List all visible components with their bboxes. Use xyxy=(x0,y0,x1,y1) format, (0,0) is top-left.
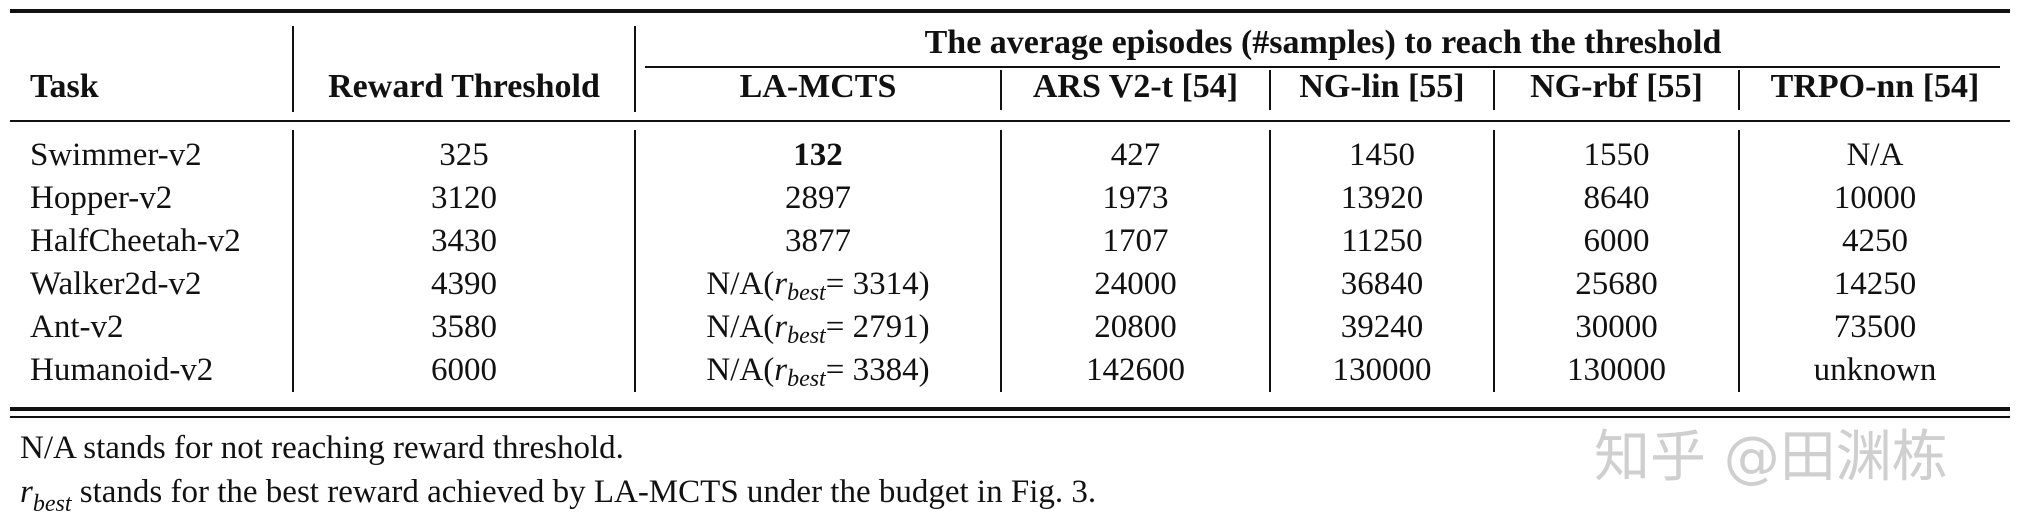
table-row: Hopper-v2 3120 2897 1973 13920 8640 1000… xyxy=(0,177,2020,220)
footnote-na: N/A stands for not reaching reward thres… xyxy=(20,430,624,466)
group-header: The average episodes (#samples) to reach… xyxy=(924,24,1722,61)
table-row: Walker2d-v2 4390 N/A(r best = 3314) 24000… xyxy=(0,263,2020,306)
table-row: Humanoid-v2 6000 N/A(r best = 3384) 14260… xyxy=(0,349,2020,392)
group-header-rule xyxy=(645,66,2000,68)
threshold-cell: 4390 xyxy=(431,266,497,302)
footnote-rbest: rbest stands for the best reward achieve… xyxy=(20,474,1097,517)
column-header-la-mcts: LA-MCTS xyxy=(739,68,897,105)
task-cell: Ant-v2 xyxy=(30,309,124,345)
ars-cell: 1707 xyxy=(1102,223,1169,259)
table-row: Ant-v2 3580 N/A(r best = 2791) 20800 3924… xyxy=(0,306,2020,349)
trpo-cell: unknown xyxy=(1813,352,1937,388)
column-divider-threshold-body xyxy=(634,130,636,392)
ars-cell: 427 xyxy=(1110,137,1161,173)
la-mcts-cell: N/A(r best = 3314) xyxy=(706,266,930,306)
ng-lin-cell: 11250 xyxy=(1341,223,1423,259)
threshold-cell: 325 xyxy=(439,137,489,173)
trpo-cell: 73500 xyxy=(1833,309,1917,345)
header-rule xyxy=(10,120,2010,122)
la-mcts-cell: N/A(r best = 2791) xyxy=(706,309,930,349)
ng-lin-cell: 1450 xyxy=(1349,137,1415,173)
threshold-cell: 3120 xyxy=(431,180,497,216)
ars-cell: 1973 xyxy=(1102,180,1169,216)
column-header-ng-lin: NG-lin [55] xyxy=(1299,68,1465,105)
column-header-reward-threshold: Reward Threshold xyxy=(328,68,600,105)
threshold-cell: 3580 xyxy=(431,309,497,345)
ng-rbf-cell: 1550 xyxy=(1583,137,1650,173)
la-mcts-cell: 132 xyxy=(793,137,843,173)
ng-lin-cell: 13920 xyxy=(1340,180,1424,216)
ng-rbf-cell: 30000 xyxy=(1575,309,1658,345)
ars-cell: 142600 xyxy=(1086,352,1185,388)
column-divider-task-body xyxy=(292,130,294,392)
column-header-ars: ARS V2-t [54] xyxy=(1032,68,1239,105)
ng-lin-cell: 36840 xyxy=(1340,266,1424,302)
threshold-cell: 3430 xyxy=(431,223,497,259)
column-divider-threshold xyxy=(634,26,636,112)
threshold-cell: 6000 xyxy=(431,352,497,388)
task-cell: HalfCheetah-v2 xyxy=(30,223,241,259)
trpo-cell: 14250 xyxy=(1833,266,1917,302)
table-row: Swimmer-v2 325 132 427 1450 1550 N/A xyxy=(0,134,2020,177)
la-mcts-cell: 3877 xyxy=(785,223,851,259)
column-divider-nglin-body xyxy=(1493,130,1495,392)
ng-lin-cell: 130000 xyxy=(1332,352,1432,388)
trpo-cell: 4250 xyxy=(1842,223,1908,259)
column-divider-lamcts-body xyxy=(1000,130,1002,392)
table-bottom-rule xyxy=(10,407,2010,411)
task-cell: Swimmer-v2 xyxy=(30,137,202,173)
column-header-ng-rbf: NG-rbf [55] xyxy=(1530,68,1703,105)
ars-cell: 20800 xyxy=(1094,309,1177,345)
ng-rbf-cell: 6000 xyxy=(1583,223,1650,259)
column-divider-ngrbf-header xyxy=(1738,70,1740,110)
column-divider-ngrbf-body xyxy=(1738,130,1740,392)
column-header-task: Task xyxy=(30,68,99,105)
column-header-trpo: TRPO-nn [54] xyxy=(1770,68,1980,105)
column-divider-lamcts-header xyxy=(1000,70,1002,110)
ars-cell: 24000 xyxy=(1094,266,1177,302)
task-cell: Walker2d-v2 xyxy=(30,266,202,302)
trpo-cell: 10000 xyxy=(1833,180,1917,216)
table-bottom-rule-secondary xyxy=(10,416,2010,418)
ng-rbf-cell: 25680 xyxy=(1575,266,1658,302)
table-row: HalfCheetah-v2 3430 3877 1707 11250 6000… xyxy=(0,220,2020,263)
task-cell: Hopper-v2 xyxy=(30,180,173,216)
ng-rbf-cell: 130000 xyxy=(1567,352,1666,388)
watermark: 知乎 @田渊栋 xyxy=(1594,425,1948,490)
column-divider-ars-body xyxy=(1269,130,1271,392)
ng-lin-cell: 39240 xyxy=(1340,309,1424,345)
trpo-cell: N/A xyxy=(1846,137,1904,173)
column-divider-task xyxy=(292,26,294,112)
column-divider-ars-header xyxy=(1269,70,1271,110)
task-cell: Humanoid-v2 xyxy=(30,352,214,388)
table-top-rule xyxy=(10,9,2010,13)
la-mcts-cell: 2897 xyxy=(785,180,851,216)
ng-rbf-cell: 8640 xyxy=(1583,180,1650,216)
la-mcts-cell: N/A(r best = 3384) xyxy=(706,352,930,392)
column-divider-nglin-header xyxy=(1493,70,1495,110)
